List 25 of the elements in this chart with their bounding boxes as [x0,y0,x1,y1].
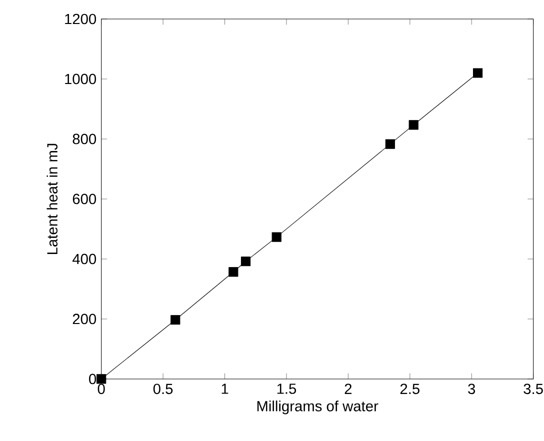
y-tick-label: 400 [72,254,96,264]
x-tick-label: 0.5 [153,384,173,394]
point [272,232,282,242]
x-axis-title: Milligrams of water [257,400,378,414]
point [240,256,251,266]
point [170,315,180,325]
x-tick-label: 3.5 [524,384,543,394]
x-tick-label: 2.5 [400,384,420,394]
point [472,68,483,78]
point [385,139,395,149]
y-tick-label: 0 [89,374,96,384]
y-tick-label: 800 [72,134,96,144]
x-tick-label: 1.5 [277,384,296,394]
x-tick-label: 0 [98,384,105,394]
y-axis-title: Latent heat in mJ [46,144,58,254]
x-tick-label: 3 [468,384,476,394]
point [228,267,238,277]
y-tick-label: 1200 [65,14,96,24]
point [408,120,418,130]
y-tick-label: 200 [72,314,96,324]
point [96,374,106,384]
x-tick-label: 1 [222,384,228,394]
x-tick-label: 2 [344,384,352,394]
y-tick-label: 600 [72,194,96,204]
y-tick-label: 1000 [65,74,96,84]
